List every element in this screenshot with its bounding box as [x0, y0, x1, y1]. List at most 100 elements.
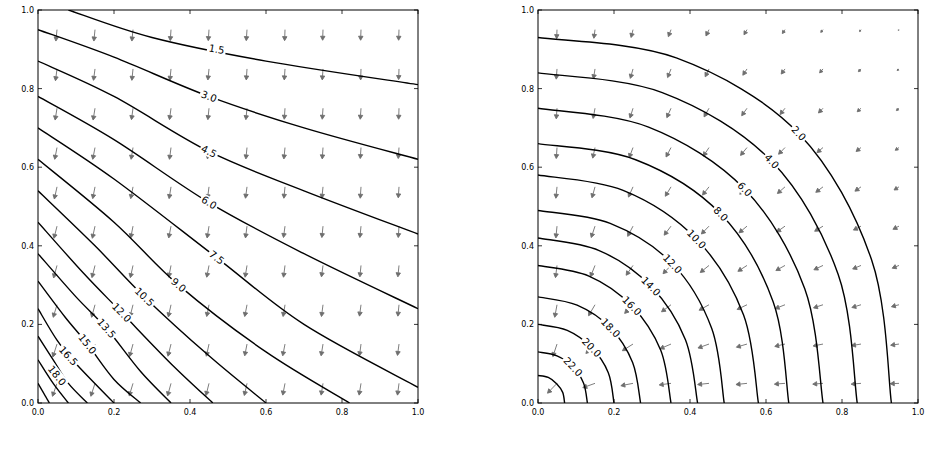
- arrow: [53, 226, 57, 238]
- y-tick-label: 0.0: [21, 399, 34, 408]
- arrow: [857, 108, 861, 112]
- label-background: [206, 247, 228, 267]
- arrow: [779, 148, 785, 155]
- arrow: [698, 344, 709, 349]
- label-background: [598, 315, 623, 341]
- arrow: [660, 344, 671, 349]
- plot-background: [38, 10, 418, 403]
- arrow: [703, 187, 709, 195]
- arrow: [898, 29, 900, 31]
- arrow: [167, 305, 171, 317]
- arrow: [320, 265, 324, 276]
- arrow: [629, 148, 633, 158]
- contour-label: 3.0: [198, 88, 220, 105]
- arrow: [53, 148, 57, 160]
- arrow: [744, 30, 748, 35]
- contour-label: 16.5: [56, 343, 81, 369]
- label-background: [619, 293, 644, 319]
- contour-label-text: 13.5: [95, 316, 118, 340]
- arrow: [775, 305, 785, 310]
- contour-label: 8.0: [710, 203, 731, 224]
- contour-label-text: 12.0: [661, 252, 684, 276]
- arrow: [244, 148, 248, 159]
- arrow: [665, 187, 671, 196]
- arrow: [92, 30, 96, 41]
- y-tick: [38, 10, 418, 11]
- x-tick: [918, 10, 919, 403]
- x-tick: [342, 10, 343, 403]
- arrow: [782, 30, 785, 34]
- contour-label: 15.0: [75, 331, 99, 358]
- plot-area: [38, 10, 418, 403]
- arrow: [548, 383, 558, 393]
- arrow: [243, 305, 247, 317]
- arrow: [738, 265, 747, 271]
- figure: 1.53.04.56.07.59.010.512.013.515.016.518…: [0, 0, 936, 453]
- contour-line: [38, 281, 141, 403]
- contour-line: [38, 222, 213, 403]
- y-tick-label: 0.4: [21, 242, 34, 251]
- arrow: [282, 108, 286, 119]
- arrow: [358, 344, 362, 356]
- contour-line: [538, 144, 789, 403]
- contour-label-text: 8.0: [711, 204, 730, 223]
- contour-line: [538, 375, 565, 403]
- contours: [538, 38, 891, 403]
- contour-label-text: 22.0: [561, 355, 584, 379]
- contour-line: [38, 128, 418, 387]
- contour-label: 4.5: [198, 142, 220, 160]
- arrow: [852, 343, 862, 347]
- contour-label-text: 16.0: [620, 294, 643, 318]
- arrow: [54, 69, 58, 81]
- arrow: [893, 226, 899, 230]
- label-background: [761, 151, 782, 172]
- arrow: [167, 226, 171, 238]
- arrow: [777, 187, 785, 194]
- contour-line: [38, 159, 350, 403]
- arrow: [592, 108, 596, 118]
- arrow: [667, 69, 671, 78]
- x-tick: [38, 10, 39, 403]
- y-tick-label: 0.4: [521, 242, 534, 251]
- arrow: [859, 30, 861, 32]
- y-tick-label: 0.6: [21, 163, 34, 172]
- arrow: [892, 265, 899, 269]
- contour-label-text: 15.0: [76, 332, 98, 356]
- arrow: [129, 344, 133, 357]
- plot-area: [538, 30, 899, 403]
- contour-label: 18.0: [598, 315, 623, 341]
- label-background: [710, 203, 731, 224]
- arrow: [590, 226, 595, 237]
- arrow: [321, 30, 325, 41]
- arrow: [92, 108, 96, 120]
- arrow: [701, 226, 709, 234]
- arrow: [397, 30, 401, 41]
- arrow: [283, 30, 287, 41]
- arrow: [358, 187, 362, 198]
- arrow: [664, 226, 671, 235]
- arrow: [243, 344, 247, 356]
- contour-labels: 2.04.06.08.010.012.014.016.018.020.022.0: [560, 123, 809, 380]
- arrow: [813, 343, 823, 347]
- arrow: [206, 108, 210, 119]
- contour-label-text: 4.5: [199, 143, 218, 160]
- arrow: [206, 226, 210, 238]
- arrow: [91, 187, 95, 199]
- arrow: [396, 265, 400, 276]
- arrow: [168, 148, 172, 160]
- arrow: [359, 69, 363, 80]
- x-tick: [766, 10, 767, 403]
- contour-label: 22.0: [560, 354, 585, 380]
- arrow: [776, 265, 785, 270]
- arrow: [282, 187, 286, 198]
- y-tick: [38, 403, 418, 404]
- arrow: [590, 265, 595, 276]
- label-background: [198, 193, 220, 212]
- contour-label-text: 3.0: [200, 89, 219, 105]
- y-tick: [538, 88, 918, 89]
- arrow: [852, 304, 861, 308]
- contour-line: [538, 108, 823, 403]
- arrow: [397, 69, 401, 80]
- plot-background: [538, 10, 918, 403]
- y-tick: [538, 403, 918, 404]
